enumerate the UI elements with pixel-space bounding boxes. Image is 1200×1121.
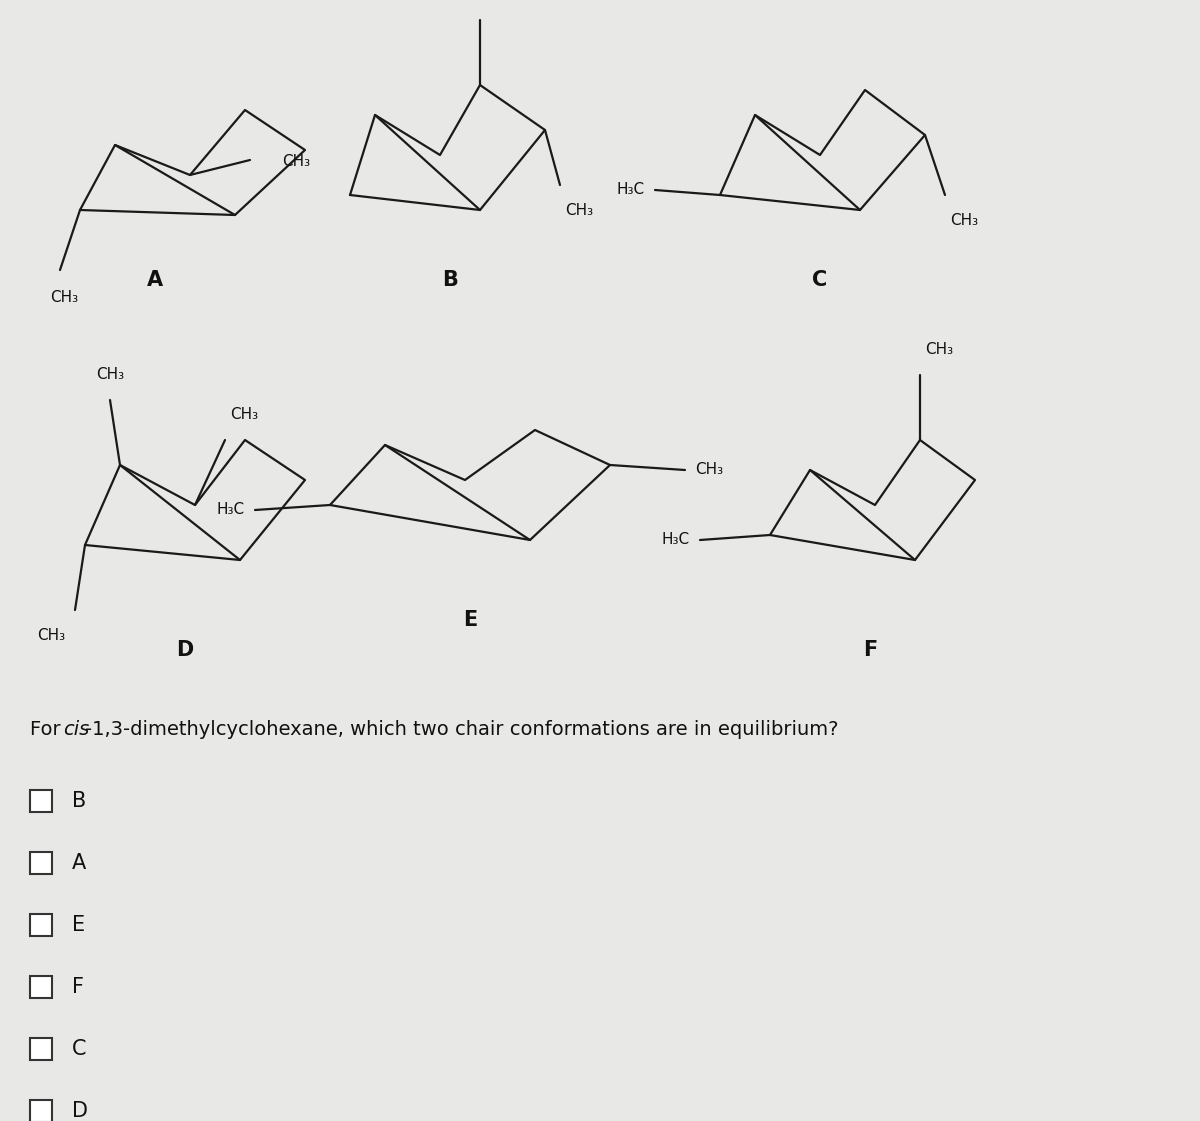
Bar	[30, 1100, 52, 1121]
Text: E: E	[463, 610, 478, 630]
Text: F: F	[72, 978, 84, 997]
Text: CH₃: CH₃	[282, 155, 310, 169]
Bar	[30, 1038, 52, 1060]
Text: B: B	[72, 791, 86, 810]
Text: A: A	[146, 270, 163, 290]
Text: H₃C: H₃C	[662, 532, 690, 547]
Text: B: B	[442, 270, 458, 290]
Text: CH₃: CH₃	[230, 407, 258, 421]
Text: CH₃: CH₃	[950, 213, 978, 228]
Text: CH₃: CH₃	[565, 203, 593, 217]
Text: E: E	[72, 915, 85, 935]
Text: For: For	[30, 720, 67, 739]
Text: A: A	[72, 853, 86, 873]
Text: D: D	[72, 1101, 88, 1121]
Text: CH₃: CH₃	[466, 0, 494, 2]
Text: CH₃: CH₃	[925, 342, 953, 356]
Bar	[30, 790, 52, 812]
Text: H₃C: H₃C	[617, 183, 646, 197]
Text: D: D	[176, 640, 193, 660]
Text: CH₃: CH₃	[50, 290, 78, 305]
Text: cis: cis	[64, 720, 89, 739]
Bar	[30, 976, 52, 998]
Text: CH₃: CH₃	[37, 628, 65, 643]
Bar	[30, 914, 52, 936]
Text: H₃C: H₃C	[217, 502, 245, 518]
Text: C: C	[72, 1039, 86, 1059]
Text: F: F	[863, 640, 877, 660]
Text: -1,3-dimethylcyclohexane, which two chair conformations are in equilibrium?: -1,3-dimethylcyclohexane, which two chai…	[85, 720, 839, 739]
Text: CH₃: CH₃	[695, 463, 724, 478]
Text: CH₃: CH₃	[96, 367, 124, 382]
Text: C: C	[812, 270, 828, 290]
Bar	[30, 852, 52, 874]
